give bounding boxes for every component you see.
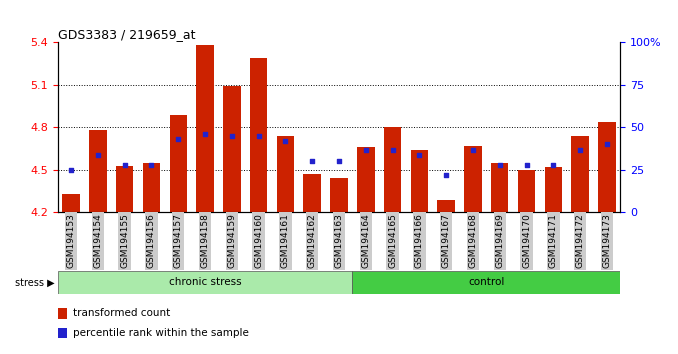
Bar [223,86,241,212]
Bar [598,122,616,212]
Point [280,138,291,144]
Point [441,172,452,178]
Point [119,162,130,168]
Text: GSM194158: GSM194158 [201,213,210,268]
Text: GSM194172: GSM194172 [576,213,584,268]
Bar [330,178,348,212]
Text: GSM194153: GSM194153 [66,213,75,268]
Point [199,131,210,137]
Text: GSM194162: GSM194162 [308,213,317,268]
Text: GSM194167: GSM194167 [441,213,451,268]
Bar [304,174,321,212]
Bar [464,146,481,212]
Text: GSM194168: GSM194168 [468,213,477,268]
Bar [277,136,294,212]
Bar [411,150,428,212]
Bar [384,127,401,212]
Point [361,147,372,152]
Point [334,159,344,164]
Text: GSM194171: GSM194171 [549,213,558,268]
Bar [170,115,187,212]
Bar [491,163,508,212]
Point [226,133,237,139]
Point [253,133,264,139]
Point [92,152,103,158]
Text: chronic stress: chronic stress [169,277,241,287]
Text: transformed count: transformed count [73,308,170,318]
Text: GSM194159: GSM194159 [227,213,237,268]
Point [468,147,479,152]
Text: GSM194161: GSM194161 [281,213,290,268]
Text: GSM194157: GSM194157 [174,213,182,268]
Text: GSM194163: GSM194163 [334,213,344,268]
Text: stress ▶: stress ▶ [15,277,54,287]
Point [146,162,157,168]
Point [414,152,425,158]
Point [494,162,505,168]
Point [387,147,398,152]
Bar [197,45,214,212]
Bar [518,170,536,212]
Text: GSM194173: GSM194173 [603,213,612,268]
Point [173,137,184,142]
Bar [544,167,562,212]
Bar [58,328,67,338]
Point [306,159,317,164]
Bar [116,166,134,212]
Bar [437,200,455,212]
Bar [357,147,374,212]
Text: GSM194170: GSM194170 [522,213,531,268]
Text: GSM194165: GSM194165 [388,213,397,268]
Text: GSM194164: GSM194164 [361,213,370,268]
Text: GSM194169: GSM194169 [496,213,504,268]
Text: GSM194154: GSM194154 [94,213,102,268]
Bar [572,136,589,212]
Point [601,142,612,147]
Text: GSM194156: GSM194156 [147,213,156,268]
Text: GSM194160: GSM194160 [254,213,263,268]
Bar [89,130,106,212]
Text: GDS3383 / 219659_at: GDS3383 / 219659_at [58,28,195,41]
Bar [62,194,80,212]
Bar [353,271,620,294]
Bar [58,271,353,294]
Point [548,162,559,168]
Bar [58,308,67,319]
Text: control: control [468,277,504,287]
Point [66,167,77,173]
Bar [142,163,160,212]
Point [575,147,586,152]
Text: GSM194155: GSM194155 [120,213,129,268]
Text: GSM194166: GSM194166 [415,213,424,268]
Bar [250,58,267,212]
Point [521,162,532,168]
Text: percentile rank within the sample: percentile rank within the sample [73,328,249,338]
